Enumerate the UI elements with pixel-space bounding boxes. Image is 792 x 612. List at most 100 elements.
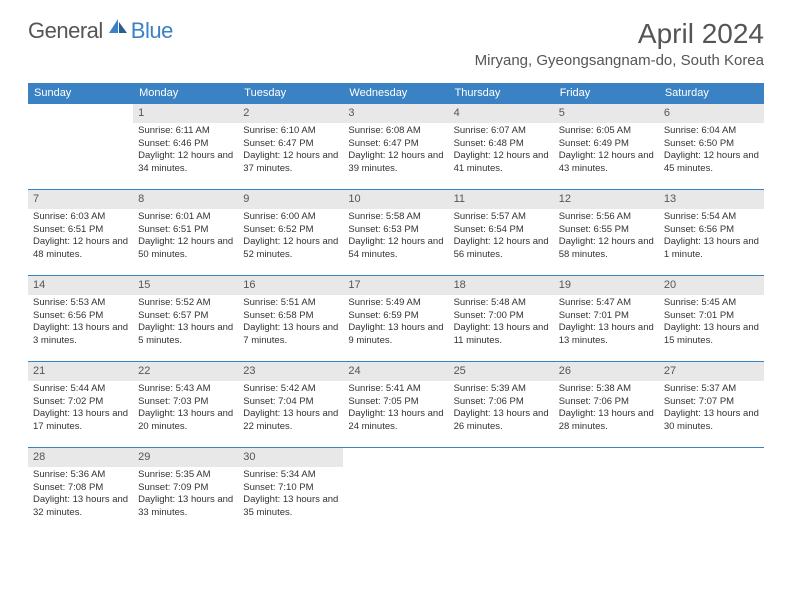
calendar-day-cell: 20Sunrise: 5:45 AMSunset: 7:01 PMDayligh… [659, 276, 764, 362]
daylight-line: Daylight: 13 hours and 9 minutes. [348, 322, 443, 348]
sunset-line: Sunset: 6:51 PM [33, 224, 128, 237]
daylight-line: Daylight: 12 hours and 37 minutes. [243, 150, 338, 176]
calendar-day-cell: 28Sunrise: 5:36 AMSunset: 7:08 PMDayligh… [28, 448, 133, 534]
calendar-day-cell: 15 Sunrise: 5:52 AMSunset: 6:57 PMDayligh… [133, 276, 238, 362]
sunrise-line: Sunrise: 5:52 AM [138, 297, 233, 310]
sunrise-line: Sunrise: 5:47 AM [559, 297, 654, 310]
day-details: Sunrise: 5:48 AMSunset: 7:00 PMDaylight:… [449, 295, 554, 352]
day-details: Sunrise: 5:42 AMSunset: 7:04 PMDaylight:… [238, 381, 343, 438]
daylight-line: Daylight: 12 hours and 45 minutes. [664, 150, 759, 176]
day-number: 10 [343, 190, 448, 209]
day-number: 21 [28, 362, 133, 381]
day-details: Sunrise: 5:34 AMSunset: 7:10 PMDaylight:… [238, 467, 343, 524]
sunrise-line: Sunrise: 6:03 AM [33, 211, 128, 224]
day-number: 16 [238, 276, 343, 295]
calendar-day-cell: 30Sunrise: 5:34 AMSunset: 7:10 PMDayligh… [238, 448, 343, 534]
daylight-line: Daylight: 12 hours and 48 minutes. [33, 236, 128, 262]
sunrise-line: Sunrise: 5:39 AM [454, 383, 549, 396]
day-details: Sunrise: 6:04 AMSunset: 6:50 PMDaylight:… [659, 123, 764, 180]
sunrise-line: Sunrise: 5:58 AM [348, 211, 443, 224]
sunset-line: Sunset: 6:46 PM [138, 138, 233, 151]
weekday-header: Wednesday [343, 83, 448, 104]
calendar-day-cell: 24Sunrise: 5:41 AMSunset: 7:05 PMDayligh… [343, 362, 448, 448]
sunrise-line: Sunrise: 5:54 AM [664, 211, 759, 224]
sunset-line: Sunset: 6:55 PM [559, 224, 654, 237]
calendar-week-row: 28Sunrise: 5:36 AMSunset: 7:08 PMDayligh… [28, 448, 764, 534]
calendar-day-cell: 9Sunrise: 6:00 AMSunset: 6:52 PMDaylight… [238, 190, 343, 276]
sunrise-line: Sunrise: 5:43 AM [138, 383, 233, 396]
daylight-line: Daylight: 13 hours and 5 minutes. [138, 322, 233, 348]
sunrise-line: Sunrise: 5:48 AM [454, 297, 549, 310]
calendar-day-cell: 17Sunrise: 5:49 AMSunset: 6:59 PMDayligh… [343, 276, 448, 362]
daylight-line: Daylight: 13 hours and 3 minutes. [33, 322, 128, 348]
calendar-day-cell [343, 448, 448, 534]
sunrise-line: Sunrise: 5:41 AM [348, 383, 443, 396]
sunset-line: Sunset: 7:06 PM [454, 396, 549, 409]
sunrise-line: Sunrise: 6:05 AM [559, 125, 654, 138]
sunset-line: Sunset: 6:54 PM [454, 224, 549, 237]
sunrise-line: Sunrise: 5:45 AM [664, 297, 759, 310]
calendar-day-cell: 8Sunrise: 6:01 AMSunset: 6:51 PMDaylight… [133, 190, 238, 276]
sunset-line: Sunset: 6:47 PM [243, 138, 338, 151]
sunset-line: Sunset: 7:07 PM [664, 396, 759, 409]
sunset-line: Sunset: 7:02 PM [33, 396, 128, 409]
calendar-day-cell [554, 448, 659, 534]
day-number: 6 [659, 104, 764, 123]
sunset-line: Sunset: 7:01 PM [664, 310, 759, 323]
calendar-day-cell: 25Sunrise: 5:39 AMSunset: 7:06 PMDayligh… [449, 362, 554, 448]
sunset-line: Sunset: 6:51 PM [138, 224, 233, 237]
daylight-line: Daylight: 13 hours and 26 minutes. [454, 408, 549, 434]
calendar-week-row: 7Sunrise: 6:03 AMSunset: 6:51 PMDaylight… [28, 190, 764, 276]
sunset-line: Sunset: 6:48 PM [454, 138, 549, 151]
daylight-line: Daylight: 13 hours and 11 minutes. [454, 322, 549, 348]
daylight-line: Daylight: 13 hours and 22 minutes. [243, 408, 338, 434]
sunset-line: Sunset: 6:57 PM [138, 310, 233, 323]
day-details: Sunrise: 6:08 AMSunset: 6:47 PMDaylight:… [343, 123, 448, 180]
daylight-line: Daylight: 13 hours and 24 minutes. [348, 408, 443, 434]
day-details: Sunrise: 6:10 AMSunset: 6:47 PMDaylight:… [238, 123, 343, 180]
day-details: Sunrise: 5:47 AMSunset: 7:01 PMDaylight:… [554, 295, 659, 352]
calendar-day-cell: 12Sunrise: 5:56 AMSunset: 6:55 PMDayligh… [554, 190, 659, 276]
day-details: Sunrise: 6:11 AMSunset: 6:46 PMDaylight:… [133, 123, 238, 180]
daylight-line: Daylight: 12 hours and 56 minutes. [454, 236, 549, 262]
calendar-day-cell: 7Sunrise: 6:03 AMSunset: 6:51 PMDaylight… [28, 190, 133, 276]
sunrise-line: Sunrise: 5:51 AM [243, 297, 338, 310]
calendar-day-cell: 2Sunrise: 6:10 AMSunset: 6:47 PMDaylight… [238, 104, 343, 190]
calendar-body: 1Sunrise: 6:11 AMSunset: 6:46 PMDaylight… [28, 104, 764, 534]
weekday-header: Thursday [449, 83, 554, 104]
sunrise-line: Sunrise: 5:38 AM [559, 383, 654, 396]
day-details: Sunrise: 6:03 AMSunset: 6:51 PMDaylight:… [28, 209, 133, 266]
daylight-line: Daylight: 13 hours and 13 minutes. [559, 322, 654, 348]
sunrise-line: Sunrise: 6:08 AM [348, 125, 443, 138]
sunrise-line: Sunrise: 6:04 AM [664, 125, 759, 138]
calendar-day-cell: 1Sunrise: 6:11 AMSunset: 6:46 PMDaylight… [133, 104, 238, 190]
sunset-line: Sunset: 7:00 PM [454, 310, 549, 323]
sunrise-line: Sunrise: 6:07 AM [454, 125, 549, 138]
sunset-line: Sunset: 6:58 PM [243, 310, 338, 323]
sunrise-line: Sunrise: 5:37 AM [664, 383, 759, 396]
day-details: Sunrise: 6:00 AMSunset: 6:52 PMDaylight:… [238, 209, 343, 266]
day-number: 15 [133, 276, 238, 295]
sunset-line: Sunset: 7:09 PM [138, 482, 233, 495]
calendar-day-cell: 18Sunrise: 5:48 AMSunset: 7:00 PMDayligh… [449, 276, 554, 362]
daylight-line: Daylight: 12 hours and 39 minutes. [348, 150, 443, 176]
day-details: Sunrise: 5:38 AMSunset: 7:06 PMDaylight:… [554, 381, 659, 438]
sunrise-line: Sunrise: 5:34 AM [243, 469, 338, 482]
day-number: 30 [238, 448, 343, 467]
day-number: 29 [133, 448, 238, 467]
day-number: 3 [343, 104, 448, 123]
day-number: 17 [343, 276, 448, 295]
calendar-day-cell: 6Sunrise: 6:04 AMSunset: 6:50 PMDaylight… [659, 104, 764, 190]
sunrise-line: Sunrise: 5:56 AM [559, 211, 654, 224]
sunrise-line: Sunrise: 6:01 AM [138, 211, 233, 224]
sunset-line: Sunset: 7:01 PM [559, 310, 654, 323]
calendar-day-cell: 16Sunrise: 5:51 AMSunset: 6:58 PMDayligh… [238, 276, 343, 362]
day-details: Sunrise: 6:07 AMSunset: 6:48 PMDaylight:… [449, 123, 554, 180]
day-details: Sunrise: 6:05 AMSunset: 6:49 PMDaylight:… [554, 123, 659, 180]
calendar-day-cell: 14Sunrise: 5:53 AMSunset: 6:56 PMDayligh… [28, 276, 133, 362]
sunset-line: Sunset: 6:47 PM [348, 138, 443, 151]
calendar-table: SundayMondayTuesdayWednesdayThursdayFrid… [28, 83, 764, 534]
day-number: 2 [238, 104, 343, 123]
calendar-day-cell [28, 104, 133, 190]
sunrise-line: Sunrise: 6:00 AM [243, 211, 338, 224]
